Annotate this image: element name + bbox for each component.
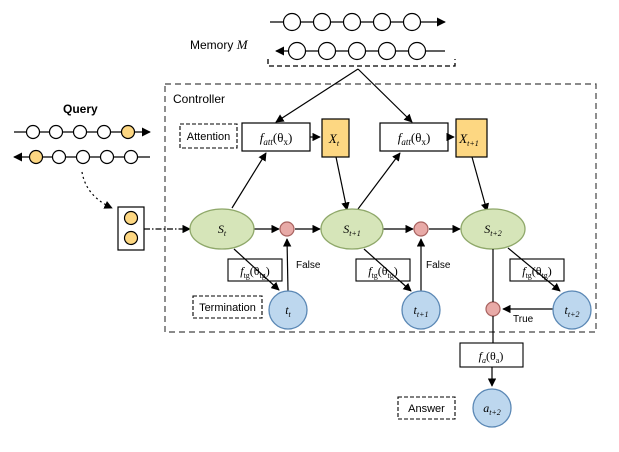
memory-bracket	[267, 59, 456, 67]
svg-text:ftg(θtg): ftg(θtg)	[368, 264, 398, 280]
memory-cell	[347, 41, 367, 61]
state-node-st1: St+1	[320, 208, 384, 250]
memory-cell	[372, 12, 392, 32]
memory-cell	[407, 41, 427, 61]
query-cell	[48, 124, 64, 140]
query-cell	[99, 149, 115, 165]
memory-row-top	[282, 12, 422, 32]
query-block: Query	[13, 102, 151, 251]
memory-cell	[287, 41, 307, 61]
state-node-st: St	[189, 208, 255, 250]
state-node-st2: St+2	[460, 208, 526, 250]
query-state-cell	[123, 210, 139, 226]
svg-text:tt+1: tt+1	[414, 303, 429, 319]
svg-text:St+2: St+2	[484, 222, 502, 238]
memory-cell	[317, 41, 337, 61]
query-state-cell	[123, 230, 139, 246]
memory-block: Memory M	[190, 12, 456, 67]
termination-function-t2: ftg(θtg)	[509, 258, 565, 282]
memory-cell	[312, 12, 332, 32]
svg-text:fa(θa): fa(θa)	[479, 349, 504, 365]
memory-cell	[282, 12, 302, 32]
query-cell	[123, 149, 139, 165]
svg-text:Xt+1: Xt+1	[458, 131, 479, 148]
gate-node-t2	[485, 301, 501, 317]
memory-label: Memory M	[190, 37, 249, 52]
svg-text:tt: tt	[285, 303, 291, 319]
svg-text:fatt(θx): fatt(θx)	[260, 130, 293, 147]
memory-cell	[342, 12, 362, 32]
query-cell	[72, 124, 88, 140]
query-cell	[75, 149, 91, 165]
query-label: Query	[63, 102, 98, 116]
termination-node-t2: tt+2	[552, 290, 592, 330]
attention-output-x-t1: Xt+1	[455, 118, 488, 158]
legend-termination-label: Termination	[199, 302, 256, 314]
svg-text:Xt: Xt	[328, 131, 340, 148]
svg-text:ftg(θtg): ftg(θtg)	[522, 264, 552, 280]
edge-label-false-2: False	[426, 260, 451, 271]
controller-label: Controller	[173, 92, 225, 106]
memory-row-bottom	[287, 41, 427, 61]
query-cell	[51, 149, 67, 165]
attention-function-t1: fatt(θx)	[379, 122, 449, 152]
termination-function-t1: ftg(θtg)	[355, 258, 411, 282]
gate-node-t1	[413, 221, 429, 237]
termination-function-t: ftg(θtg)	[227, 258, 283, 282]
memory-cell	[377, 41, 397, 61]
memory-cell	[402, 12, 422, 32]
query-cell-highlight	[28, 149, 44, 165]
legend-attention-label: Attention	[187, 131, 230, 143]
edge-label-false-1: False	[296, 260, 321, 271]
svg-text:fatt(θx): fatt(θx)	[398, 130, 431, 147]
legend-termination: Termination	[192, 295, 263, 319]
answer-function: fa(θa)	[459, 342, 524, 368]
memory-attention-edges	[275, 68, 413, 123]
attention-edges	[231, 132, 490, 212]
answer-node: at+2	[472, 388, 512, 428]
legend-answer: Answer	[397, 396, 456, 420]
legend-attention: Attention	[179, 123, 238, 149]
termination-node-t: tt	[268, 290, 308, 330]
query-cell	[25, 124, 41, 140]
query-cell	[96, 124, 112, 140]
controller-frame	[164, 83, 597, 333]
query-cell-highlight	[120, 124, 136, 140]
svg-text:tt+2: tt+2	[565, 303, 580, 319]
legend-answer-label: Answer	[408, 403, 445, 415]
svg-text:St: St	[218, 222, 227, 238]
svg-text:at+2: at+2	[483, 401, 501, 417]
edge-label-true-1: True	[513, 314, 534, 325]
attention-function-t: fatt(θx)	[241, 122, 311, 152]
termination-edges	[233, 238, 561, 314]
gate-node-t	[279, 221, 295, 237]
attention-output-x-t: Xt	[321, 118, 350, 158]
termination-node-t1: tt+1	[401, 290, 441, 330]
query-to-state-arrow	[81, 171, 113, 209]
svg-text:St+1: St+1	[343, 222, 361, 238]
